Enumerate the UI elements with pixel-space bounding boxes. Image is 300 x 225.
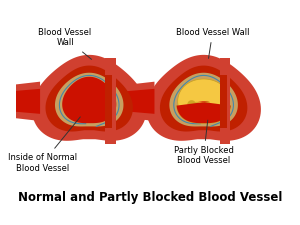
Polygon shape: [55, 73, 124, 126]
Circle shape: [211, 104, 217, 110]
Circle shape: [213, 108, 218, 113]
Circle shape: [194, 115, 198, 118]
Text: Blood Vessel Wall: Blood Vessel Wall: [176, 28, 249, 58]
Polygon shape: [123, 89, 154, 114]
Polygon shape: [105, 74, 112, 128]
Circle shape: [188, 100, 196, 109]
Polygon shape: [146, 55, 261, 141]
Circle shape: [199, 103, 204, 109]
Circle shape: [201, 102, 209, 110]
Polygon shape: [177, 79, 231, 123]
Circle shape: [193, 102, 200, 109]
Polygon shape: [169, 73, 238, 126]
Circle shape: [195, 109, 200, 114]
Polygon shape: [9, 89, 40, 114]
Polygon shape: [123, 82, 154, 121]
Polygon shape: [32, 55, 146, 141]
Polygon shape: [46, 65, 133, 132]
Circle shape: [210, 114, 214, 118]
Polygon shape: [9, 82, 40, 121]
Circle shape: [202, 113, 206, 117]
Polygon shape: [220, 58, 230, 144]
Circle shape: [193, 115, 197, 120]
Polygon shape: [177, 101, 231, 123]
Text: Blood Vessel
Wall: Blood Vessel Wall: [38, 28, 92, 59]
Circle shape: [204, 101, 210, 107]
Circle shape: [191, 105, 195, 109]
Polygon shape: [220, 74, 227, 128]
Circle shape: [194, 112, 199, 117]
Text: Normal and Partly Blocked Blood Vessel: Normal and Partly Blocked Blood Vessel: [18, 191, 282, 204]
Circle shape: [206, 117, 208, 120]
Polygon shape: [62, 77, 116, 123]
Text: Partly Blocked
Blood Vessel: Partly Blocked Blood Vessel: [174, 120, 234, 165]
Circle shape: [194, 108, 199, 114]
Circle shape: [188, 106, 190, 109]
Polygon shape: [160, 65, 247, 132]
Text: Inside of Normal
Blood Vessel: Inside of Normal Blood Vessel: [8, 117, 80, 173]
Circle shape: [187, 100, 195, 108]
Polygon shape: [105, 58, 116, 144]
